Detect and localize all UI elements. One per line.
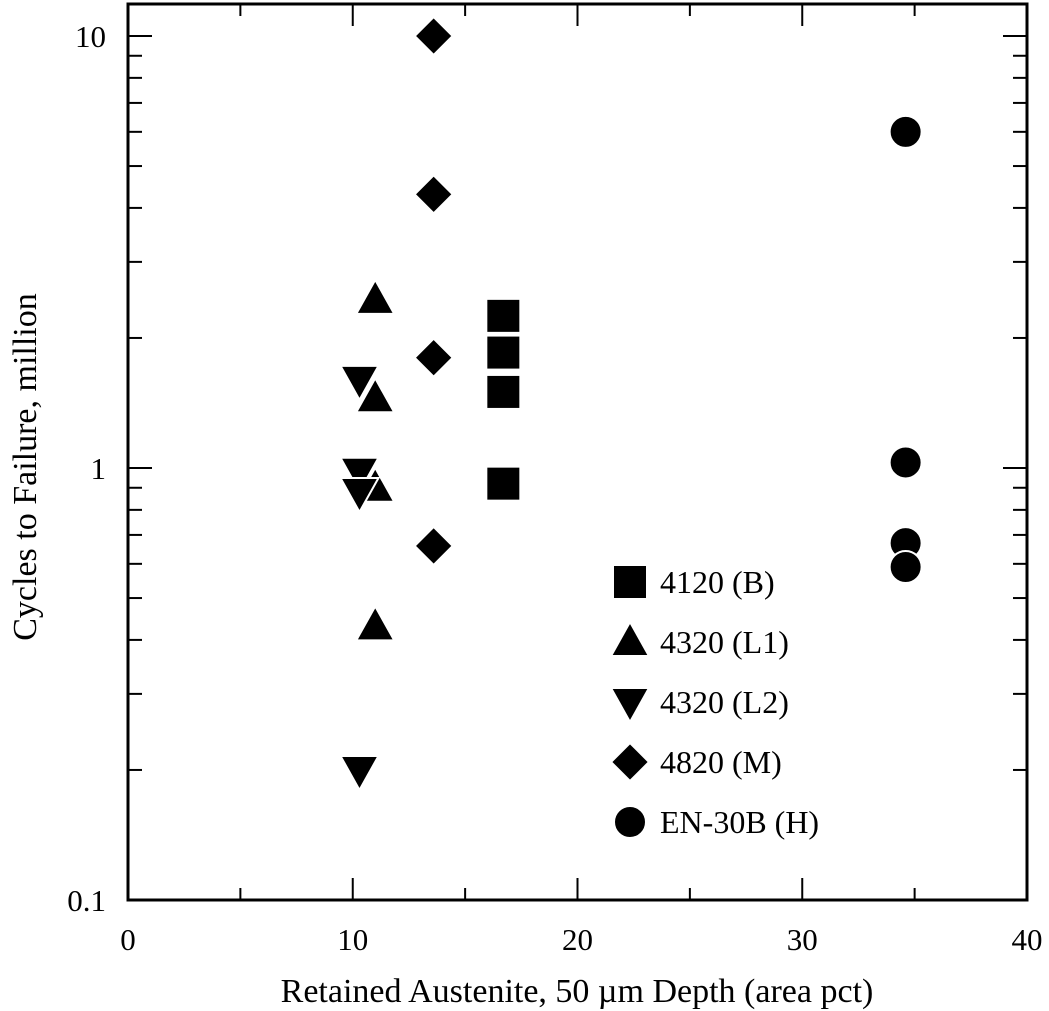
data-point-triangle-down — [338, 754, 381, 793]
data-point-square — [485, 334, 522, 371]
data-point-circle — [888, 445, 923, 480]
data-point-triangle-down — [338, 364, 381, 402]
legend-label: EN-30B (H) — [660, 804, 819, 840]
legend-label: 4120 (B) — [660, 564, 775, 600]
x-axis-label: Retained Austenite, 50 µm Depth (area pc… — [281, 973, 874, 1010]
data-point-diamond — [413, 15, 455, 57]
data-point-triangle-up — [354, 376, 396, 414]
legend-item: 4320 (L2) — [609, 684, 789, 725]
data-point-triangle-down — [338, 456, 381, 494]
y-tick-label: 0.1 — [67, 883, 106, 918]
y-axis-label: Cycles to Failure, million — [7, 293, 44, 641]
legend-marker-circle — [613, 805, 647, 839]
legend-label: 4320 (L1) — [660, 624, 789, 660]
data-point-triangle-up — [354, 604, 396, 642]
y-tick-label: 1 — [91, 451, 107, 486]
legend-item: EN-30B (H) — [613, 804, 819, 840]
legend-marker-triangle-down — [609, 687, 651, 725]
data-point-triangle-up — [354, 277, 396, 315]
data-point-diamond — [413, 525, 455, 567]
data-point-circle — [888, 114, 923, 149]
axis-ticks — [127, 4, 1028, 901]
x-tick-label: 20 — [562, 922, 593, 957]
legend-label: 4320 (L2) — [660, 684, 789, 720]
legend-label: 4820 (M) — [660, 744, 782, 780]
data-point-square — [485, 297, 522, 334]
y-tick-label: 10 — [75, 19, 106, 54]
legend-item: 4820 (M) — [609, 741, 782, 783]
x-tick-label: 40 — [1012, 922, 1043, 957]
legend-item: 4320 (L1) — [609, 619, 789, 660]
x-tick-label: 30 — [787, 922, 818, 957]
x-tick-label: 0 — [120, 922, 136, 957]
legend-item: 4120 (B) — [612, 564, 775, 600]
legend-marker-triangle-up — [609, 619, 651, 657]
data-point-square — [485, 373, 522, 410]
data-point-diamond — [413, 337, 455, 379]
data-point-triangle-down — [338, 476, 381, 515]
x-tick-label: 10 — [337, 922, 368, 957]
data-points — [338, 15, 923, 793]
data-point-diamond — [413, 173, 455, 215]
legend: 4120 (B) 4320 (L1) 4320 (L2) 4820 (M) EN-30B… — [609, 564, 819, 840]
tick-labels: 0 10 20 30 40 0.1 1 10 — [67, 19, 1042, 957]
legend-marker-square — [612, 564, 648, 600]
legend-marker-diamond — [609, 741, 651, 783]
data-point-circle — [888, 549, 923, 584]
data-point-square — [485, 465, 522, 502]
